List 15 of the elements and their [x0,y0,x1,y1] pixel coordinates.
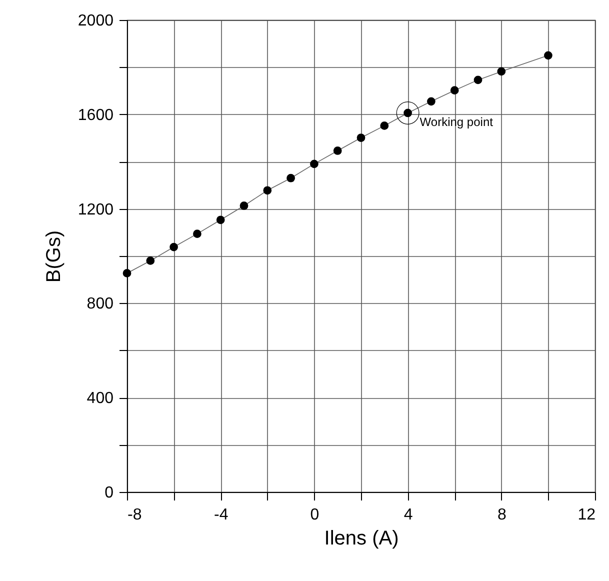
x-tick-label: 8 [497,506,506,524]
y-tick-label: 2000 [78,12,114,30]
x-tick-label: -4 [214,506,228,524]
y-tick-label: 800 [86,296,114,313]
y-tick-label: 1200 [78,201,114,218]
y-tick-label: 0 [104,484,114,502]
y-axis-title: B(Gs) [42,230,65,283]
x-tick-label: 12 [578,506,596,524]
annotation: Working point [420,114,494,129]
x-tick-label: 0 [310,506,320,524]
x-tick-label: -8 [128,506,142,524]
y-tick-label: 400 [86,390,114,408]
x-tick-label: 4 [404,506,413,524]
y-tick-label: 1600 [78,106,114,124]
x-axis-title: Ilens (A) [324,528,399,550]
